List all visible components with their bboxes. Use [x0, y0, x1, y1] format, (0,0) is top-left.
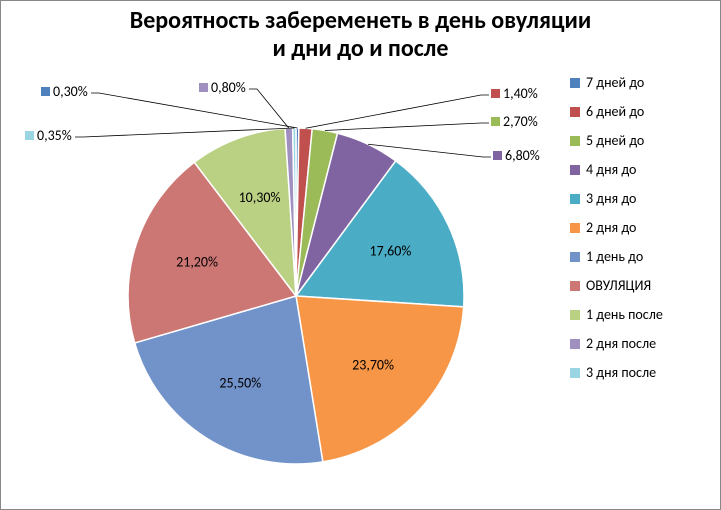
legend-item: 3 дня до — [570, 192, 710, 206]
callout-label: 2,70% — [503, 113, 538, 130]
callout-label: 0,80% — [211, 79, 246, 96]
callout-swatch — [491, 89, 500, 98]
title-line-1: Вероятность забеременеть в день овуляции — [130, 6, 591, 35]
legend-label: 2 дня после — [586, 337, 656, 351]
pie-slice — [296, 296, 464, 462]
slice-label: 10,30% — [239, 189, 281, 206]
legend-swatch — [570, 252, 580, 262]
title-line-2: и дни до и после — [273, 34, 449, 63]
plot-area: 17,60% 23,70% 25,50% 21,20% 10,30% 0,30% 1,40%… — [1, 71, 561, 501]
callout-label: 0,30% — [53, 83, 88, 100]
legend-item: 5 дней до — [570, 134, 710, 148]
legend-item: 1 день до — [570, 250, 710, 264]
callout-label: 1,40% — [503, 85, 538, 102]
callout-swatch — [493, 151, 502, 160]
callout-swatch — [41, 87, 50, 96]
callout-label: 0,35% — [37, 127, 72, 144]
chart-title: Вероятность забеременеть в день овуляции… — [1, 1, 720, 64]
legend-label: 2 дня до — [586, 221, 636, 235]
legend-label: 3 дня до — [586, 192, 636, 206]
legend-item: 2 дня после — [570, 337, 710, 351]
legend-label: 5 дней до — [586, 134, 644, 148]
legend-swatch — [570, 107, 580, 117]
legend-label: 6 дней до — [586, 105, 644, 119]
legend-swatch — [570, 339, 580, 349]
legend: 7 дней до 6 дней до 5 дней до 4 дня до 3 дня… — [570, 76, 710, 395]
legend-swatch — [570, 223, 580, 233]
callout-label: 6,80% — [505, 147, 540, 164]
slice-label: 23,70% — [352, 356, 394, 373]
legend-swatch — [570, 194, 580, 204]
legend-item: 2 дня до — [570, 221, 710, 235]
legend-label: 4 дня до — [586, 163, 636, 177]
legend-item: 4 дня до — [570, 163, 710, 177]
legend-swatch — [570, 165, 580, 175]
leader-line — [306, 95, 489, 128]
legend-item: 6 дней до — [570, 105, 710, 119]
legend-swatch — [570, 78, 580, 88]
legend-item: 7 дней до — [570, 76, 710, 90]
callout-swatch — [199, 83, 208, 92]
callout-swatch — [25, 131, 34, 140]
legend-item: 3 дня после — [570, 366, 710, 380]
slice-label: 21,20% — [176, 254, 218, 271]
slice-label: 17,60% — [370, 242, 412, 259]
leader-line — [91, 93, 297, 128]
slice-label: 25,50% — [219, 374, 261, 391]
callout-swatch — [491, 117, 500, 126]
pie-chart-svg: 17,60% 23,70% 25,50% 21,20% 10,30% 0,30% 1,40%… — [1, 71, 561, 501]
legend-label: 1 день после — [586, 308, 663, 322]
legend-label: 7 дней до — [586, 76, 644, 90]
legend-label: 3 дня после — [586, 366, 656, 380]
legend-label: 1 день до — [586, 250, 643, 264]
legend-item: 1 день после — [570, 308, 710, 322]
legend-label: ОВУЛЯЦИЯ — [586, 279, 651, 293]
legend-swatch — [570, 368, 580, 378]
legend-swatch — [570, 310, 580, 320]
chart-container: Вероятность забеременеть в день овуляции… — [0, 0, 721, 510]
legend-swatch — [570, 281, 580, 291]
legend-swatch — [570, 136, 580, 146]
legend-item: ОВУЛЯЦИЯ — [570, 279, 710, 293]
leader-line — [249, 89, 289, 128]
leader-line — [325, 123, 489, 131]
